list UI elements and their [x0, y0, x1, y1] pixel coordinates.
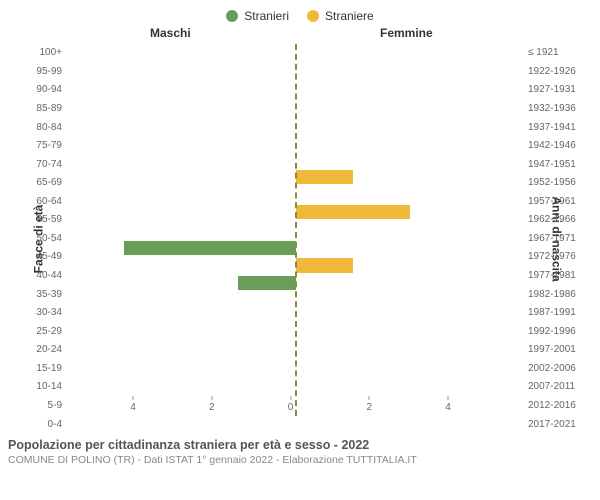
y-tick-age: 45-49: [20, 252, 62, 262]
y-tick-year: 1922-1926: [528, 67, 586, 77]
x-tick-mark: [133, 396, 134, 400]
y-tick-year: 1992-1996: [528, 327, 586, 337]
bar-male: [238, 276, 295, 290]
y-tick-year: 1957-1961: [528, 197, 586, 207]
y-tick-year: 1932-1936: [528, 104, 586, 114]
col-header-left: Maschi: [150, 26, 191, 40]
y-tick-year: 1977-1981: [528, 271, 586, 281]
chart-footer: Popolazione per cittadinanza straniera p…: [0, 434, 600, 466]
y-tick-year: 1982-1986: [528, 290, 586, 300]
y-tick-age: 95-99: [20, 67, 62, 77]
y-tick-age: 60-64: [20, 197, 62, 207]
y-tick-age: 35-39: [20, 290, 62, 300]
y-tick-year: 1937-1941: [528, 123, 586, 133]
y-tick-year: 1997-2001: [528, 345, 586, 355]
plot: 4 2 0 2 4: [66, 44, 524, 416]
y-tick-year: 1967-1971: [528, 234, 586, 244]
x-tick-label: 2: [209, 402, 215, 413]
x-tick-mark: [369, 396, 370, 400]
y-tick-age: 55-59: [20, 215, 62, 225]
y-tick-year: 2012-2016: [528, 401, 586, 411]
y-tick-age: 90-94: [20, 85, 62, 95]
x-tick-label: 2: [366, 402, 372, 413]
y-tick-age: 65-69: [20, 178, 62, 188]
legend-swatch-female: [307, 10, 319, 22]
y-tick-year: 1962-1966: [528, 215, 586, 225]
y-tick-year: 1952-1956: [528, 178, 586, 188]
y-tick-year: 1942-1946: [528, 141, 586, 151]
x-tick-mark: [448, 396, 449, 400]
y-tick-age: 0-4: [20, 420, 62, 430]
y-tick-year: 1987-1991: [528, 308, 586, 318]
y-axis-left: 100+ 95-99 90-94 85-89 80-84 75-79 70-74 65-69 6…: [20, 44, 62, 434]
bar-male: [124, 241, 295, 255]
col-header-right: Femmine: [380, 26, 433, 40]
population-pyramid-chart: Stranieri Straniere Maschi Femmine Fasce…: [0, 0, 600, 500]
y-tick-age: 5-9: [20, 401, 62, 411]
legend-swatch-male: [226, 10, 238, 22]
x-axis: 4 2 0 2 4: [133, 400, 448, 416]
y-tick-year: 1972-1976: [528, 252, 586, 262]
legend-label-female: Straniere: [325, 9, 374, 23]
y-tick-age: 30-34: [20, 308, 62, 318]
x-tick-label: 0: [288, 402, 294, 413]
x-tick-mark: [211, 396, 212, 400]
y-tick-year: 1947-1951: [528, 160, 586, 170]
y-tick-year: 2017-2021: [528, 420, 586, 430]
chart-subtitle: COMUNE DI POLINO (TR) - Dati ISTAT 1° ge…: [8, 454, 592, 466]
y-tick-year: 1927-1931: [528, 85, 586, 95]
bar-female: [296, 258, 353, 272]
x-tick-label: 4: [445, 402, 451, 413]
y-tick-age: 15-19: [20, 364, 62, 374]
y-tick-age: 80-84: [20, 123, 62, 133]
y-tick-age: 25-29: [20, 327, 62, 337]
y-tick-age: 75-79: [20, 141, 62, 151]
bar-female: [296, 205, 410, 219]
chart-title: Popolazione per cittadinanza straniera p…: [8, 438, 592, 452]
y-axis-right: ≤ 1921 1922-1926 1927-1931 1932-1936 1937-19…: [528, 44, 586, 434]
x-tick-mark: [290, 396, 291, 400]
y-tick-age: 100+: [20, 48, 62, 58]
y-tick-age: 70-74: [20, 160, 62, 170]
legend-item-male: Stranieri: [226, 9, 289, 23]
plot-area: Fasce di età Anni di nascita 100+95-9990…: [0, 44, 600, 434]
column-headers: Maschi Femmine: [0, 26, 600, 44]
legend-label-male: Stranieri: [244, 9, 289, 23]
x-tick-label: 4: [130, 402, 136, 413]
legend: Stranieri Straniere: [0, 0, 600, 26]
y-tick-age: 85-89: [20, 104, 62, 114]
y-tick-age: 40-44: [20, 271, 62, 281]
y-tick-year: ≤ 1921: [528, 48, 586, 58]
legend-item-female: Straniere: [307, 9, 374, 23]
y-tick-age: 20-24: [20, 345, 62, 355]
center-line: [295, 44, 297, 416]
y-tick-year: 2007-2011: [528, 382, 586, 392]
bar-female: [296, 170, 353, 184]
y-tick-age: 10-14: [20, 382, 62, 392]
y-tick-age: 50-54: [20, 234, 62, 244]
y-tick-year: 2002-2006: [528, 364, 586, 374]
